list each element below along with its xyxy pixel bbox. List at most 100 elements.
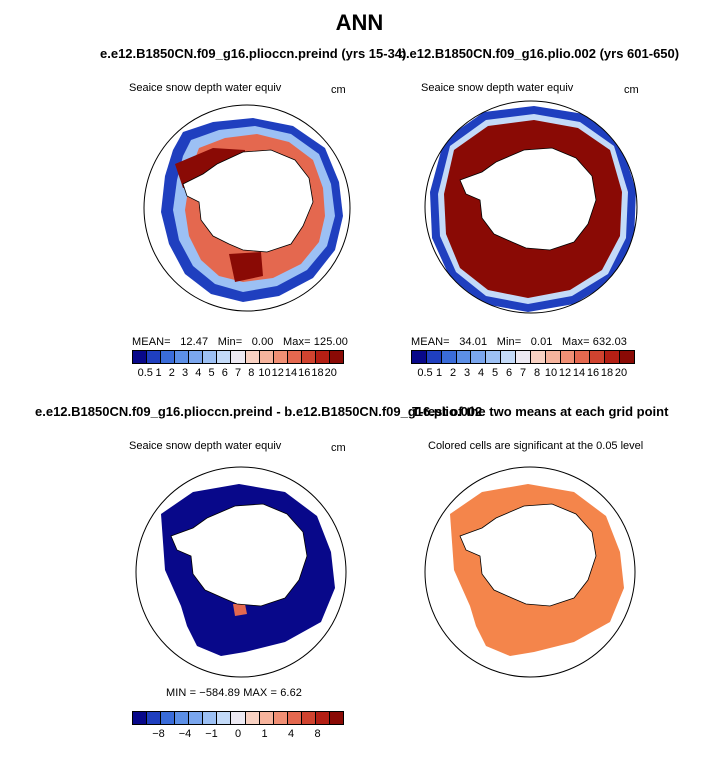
colorbar-swatch (560, 351, 576, 363)
panel4-subtitle: Colored cells are significant at the 0.0… (428, 440, 644, 452)
colorbar-tick-label: 7 (234, 367, 242, 379)
colorbar-tick-label: −1 (205, 728, 218, 740)
colorbar-tick-label: 6 (505, 367, 513, 379)
colorbar-tick-label: 10 (258, 367, 271, 379)
colorbar-tick-label: 5 (208, 367, 215, 379)
panel1-polar-map (143, 104, 351, 312)
colorbar-swatch (329, 712, 343, 724)
colorbar-tick-label: 3 (463, 367, 471, 379)
colorbar-swatch (203, 712, 218, 724)
colorbar-swatch (287, 351, 302, 363)
colorbar-swatch (133, 351, 148, 363)
colorbar-swatch (412, 351, 427, 363)
panel2-stats: MEAN= 34.01 Min= 0.01 Max= 632.03 (411, 336, 628, 348)
colorbar-tick-label: 8 (314, 728, 321, 740)
colorbar-swatch (456, 351, 472, 363)
panel1-units: cm (331, 84, 346, 96)
colorbar-swatch (231, 351, 246, 363)
colorbar-tick-label: 0.5 (137, 367, 153, 379)
colorbar-tick-label: 8 (533, 367, 541, 379)
colorbar-swatch (245, 351, 260, 363)
panel4-antarctica (459, 503, 597, 607)
colorbar-swatch (441, 351, 457, 363)
colorbar-swatch (189, 351, 204, 363)
colorbar-swatch (161, 351, 176, 363)
colorbar-swatch (245, 712, 260, 724)
colorbar-swatch (486, 351, 502, 363)
colorbar-swatch (189, 712, 204, 724)
colorbar-swatch (471, 351, 487, 363)
panel3-antarctica (170, 503, 308, 607)
colorbar-tick-label: 20 (614, 367, 628, 379)
colorbar-swatch (426, 351, 442, 363)
colorbar-swatch (147, 712, 162, 724)
colorbar-swatch (605, 351, 621, 363)
colorbar-swatch (545, 351, 561, 363)
colorbar-swatch (231, 712, 246, 724)
panel2-antarctica (459, 147, 597, 251)
colorbar-swatch (133, 712, 148, 724)
colorbar-tick-label: 1 (261, 728, 268, 740)
panel2-case-title: b.e12.B1850CN.f09_g16.plio.002 (yrs 601-… (398, 46, 680, 61)
colorbar-swatch (575, 351, 591, 363)
panel1-colorbar-ticks: 0.5 1 2 3 4 5 6 7 8 10 12 14 16 18 20 (132, 367, 344, 381)
colorbar-swatch (301, 351, 316, 363)
panel2-colorbar (411, 350, 635, 364)
colorbar-tick-label: 10 (544, 367, 558, 379)
colorbar-swatch (161, 712, 176, 724)
colorbar-tick-label: 12 (271, 367, 284, 379)
panel3-colorbar (132, 711, 344, 725)
colorbar-tick-label: 5 (491, 367, 499, 379)
colorbar-swatch (315, 712, 330, 724)
colorbar-swatch (329, 351, 343, 363)
colorbar-tick-label: 18 (600, 367, 614, 379)
colorbar-swatch (315, 351, 330, 363)
panel3-colorbar-ticks: −8 −4 −1 0 1 4 8 (132, 728, 344, 742)
colorbar-tick-label: 4 (477, 367, 485, 379)
colorbar-tick-label: 4 (287, 728, 295, 740)
colorbar-tick-label: 1 (155, 367, 162, 379)
panel2-polar-map (424, 100, 638, 314)
colorbar-swatch (590, 351, 606, 363)
colorbar-tick-label: 8 (248, 367, 255, 379)
colorbar-tick-label: 18 (311, 367, 324, 379)
colorbar-tick-label: 0.5 (417, 367, 433, 379)
colorbar-swatch (147, 351, 162, 363)
panel3-diff-positive (233, 604, 247, 616)
colorbar-swatch (301, 712, 316, 724)
panel3-stats: MIN = −584.89 MAX = 6.62 (166, 687, 303, 699)
panel1-antarctica (182, 149, 314, 253)
colorbar-swatch (217, 351, 232, 363)
colorbar-tick-label: −8 (152, 728, 165, 740)
colorbar-tick-label: 0 (234, 728, 242, 740)
panel2-units: cm (624, 84, 639, 96)
colorbar-tick-label: 2 (168, 367, 175, 379)
colorbar-swatch (620, 351, 634, 363)
colorbar-swatch (501, 351, 517, 363)
colorbar-tick-label: 20 (324, 367, 337, 379)
panel3-polar-map (135, 466, 347, 678)
panel1-subtitle: Seaice snow depth water equiv (129, 82, 282, 94)
colorbar-tick-label: 4 (195, 367, 202, 379)
figure-title: ANN (335, 10, 384, 35)
colorbar-swatch (287, 712, 302, 724)
colorbar-swatch (175, 712, 190, 724)
colorbar-swatch (217, 712, 232, 724)
colorbar-swatch (516, 351, 531, 363)
panel2-colorbar-ticks: 0.5 1 2 3 4 5 6 7 8 10 12 14 16 18 20 (411, 367, 635, 381)
panel3-units: cm (331, 442, 346, 454)
panel3-subtitle: Seaice snow depth water equiv (129, 440, 282, 452)
colorbar-tick-label: 16 (298, 367, 311, 379)
colorbar-swatch (273, 351, 288, 363)
colorbar-tick-label: 16 (586, 367, 600, 379)
panel1-case-title: e.e12.B1850CN.f09_g16.plioccn.preind (yr… (100, 46, 407, 61)
panel1-ross-sea (229, 252, 263, 282)
panel4-case-title: T-test of the two means at each grid poi… (412, 404, 669, 419)
panel4-polar-map (424, 466, 636, 678)
colorbar-swatch (273, 712, 288, 724)
colorbar-tick-label: 1 (435, 367, 443, 379)
colorbar-tick-label: 14 (572, 367, 586, 379)
panel3-case-title: e.e12.B1850CN.f09_g16.plioccn.preind - b… (35, 404, 483, 419)
colorbar-swatch (259, 712, 274, 724)
colorbar-swatch (203, 351, 218, 363)
